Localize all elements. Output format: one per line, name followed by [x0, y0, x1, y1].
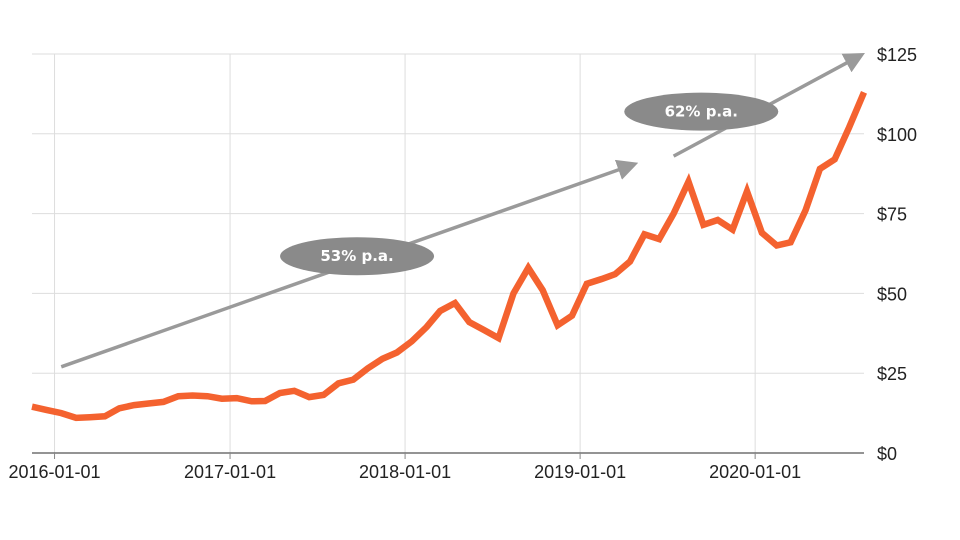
data-point	[265, 400, 266, 401]
data-point	[528, 267, 529, 268]
annotation-badge	[280, 237, 435, 276]
y-axis-ticks: $0 $25 $50 $75 $100 $125	[877, 45, 917, 464]
data-point	[864, 92, 865, 93]
data-point	[557, 325, 558, 326]
data-point	[163, 401, 164, 402]
data-point	[849, 127, 850, 128]
data-point	[644, 234, 645, 235]
data-point	[32, 406, 33, 407]
data-point	[732, 229, 733, 230]
annotation-badge	[624, 92, 779, 131]
data-point	[834, 159, 835, 160]
data-point	[178, 396, 179, 397]
data-point	[323, 394, 324, 395]
data-point	[440, 310, 441, 311]
data-point	[367, 368, 368, 369]
y-tick-label: $50	[877, 284, 907, 304]
data-point	[571, 315, 572, 316]
x-tick-label: 2018-01-01	[359, 462, 451, 482]
data-point	[46, 409, 47, 410]
x-tick-label: 2020-01-01	[709, 462, 801, 482]
annotation-label: 53% p.a.	[320, 247, 393, 265]
annotations: 53% p.a. 62% p.a.	[60, 53, 865, 369]
y-tick-label: $100	[877, 125, 917, 145]
data-point	[586, 283, 587, 284]
data-point	[659, 239, 660, 240]
data-point	[251, 401, 252, 402]
annotation-label: 62% p.a.	[665, 103, 738, 121]
data-point	[703, 224, 704, 225]
data-point	[134, 405, 135, 406]
data-point	[309, 397, 310, 398]
data-point	[790, 242, 791, 243]
data-point	[484, 330, 485, 331]
data-point	[601, 279, 602, 280]
data-point	[542, 290, 543, 291]
data-point	[76, 417, 77, 418]
data-point	[396, 352, 397, 353]
data-point	[294, 390, 295, 391]
x-tick-label: 2016-01-01	[8, 462, 100, 482]
data-point	[426, 326, 427, 327]
data-point	[454, 302, 455, 303]
data-point	[148, 403, 149, 404]
data-point	[819, 168, 820, 169]
data-point	[353, 379, 354, 380]
data-point	[688, 181, 689, 182]
data-point	[61, 413, 62, 414]
data-point	[717, 219, 718, 220]
y-tick-label: $75	[877, 205, 907, 225]
data-point	[761, 232, 762, 233]
data-point	[382, 358, 383, 359]
data-point	[411, 341, 412, 342]
data-point	[746, 191, 747, 192]
data-point	[192, 395, 193, 396]
data-point	[221, 398, 222, 399]
data-point	[615, 274, 616, 275]
y-tick-label: $0	[877, 444, 897, 464]
data-point	[469, 322, 470, 323]
data-point	[279, 392, 280, 393]
data-point	[207, 396, 208, 397]
x-tick-label: 2017-01-01	[184, 462, 276, 482]
series-layer	[31, 91, 867, 422]
data-point	[119, 408, 120, 409]
y-tick-label: $125	[877, 45, 917, 65]
data-point	[629, 261, 630, 262]
data-point	[104, 416, 105, 417]
data-point	[338, 383, 339, 384]
data-point	[90, 417, 91, 418]
series-line	[31, 91, 867, 422]
x-axis-ticks: 2016-01-01 2017-01-01 2018-01-01 2019-01-01…	[8, 453, 801, 482]
x-tick-label: 2019-01-01	[534, 462, 626, 482]
data-point	[513, 293, 514, 294]
data-point	[673, 213, 674, 214]
data-point	[805, 210, 806, 211]
y-tick-label: $25	[877, 364, 907, 384]
data-point	[498, 338, 499, 339]
data-point	[236, 398, 237, 399]
data-point	[776, 245, 777, 246]
